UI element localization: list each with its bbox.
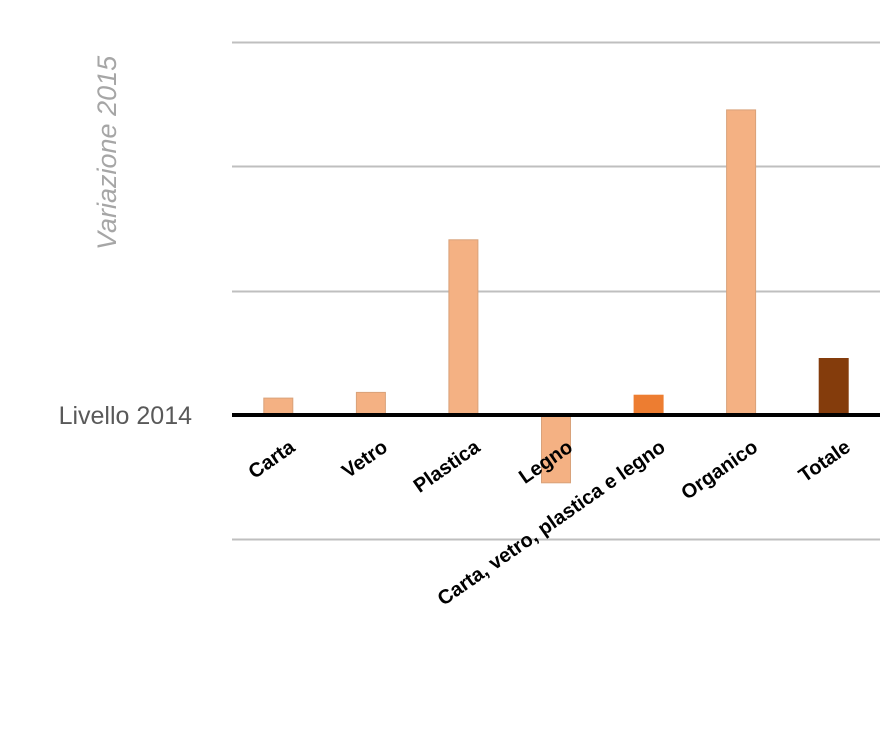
category-label: Organico <box>677 436 762 504</box>
category-label: Vetro <box>338 436 392 483</box>
category-label: Plastica <box>410 436 485 498</box>
bar-carta <box>263 397 294 416</box>
gridlines <box>232 41 880 541</box>
category-label: Totale <box>795 436 855 487</box>
bars <box>263 109 849 484</box>
category-label: Carta <box>245 436 300 484</box>
bar-carta-vetro-plastica-e-legno <box>633 394 664 416</box>
bar-vetro <box>355 391 386 416</box>
bar-plastica <box>448 239 479 416</box>
bar-totale <box>818 358 849 416</box>
bar-organico <box>726 109 757 416</box>
baseline-label: Livello 2014 <box>59 402 193 430</box>
y-axis-title: Variazione 2015 <box>92 55 122 250</box>
